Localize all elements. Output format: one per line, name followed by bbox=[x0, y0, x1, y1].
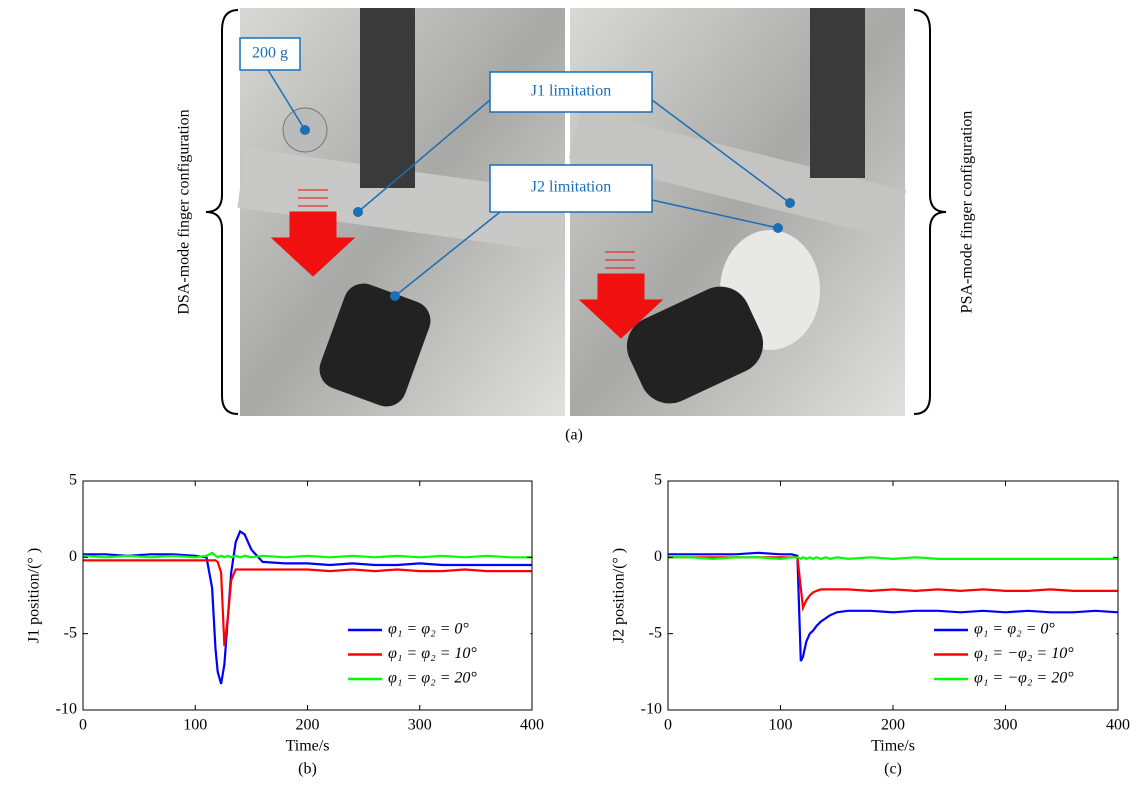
actuator bbox=[810, 8, 865, 178]
legend-label: φ₁ = φ₂ = 0° bbox=[974, 621, 1055, 638]
x-tick-label: 100 bbox=[183, 717, 207, 734]
legend-label: φ₁ = φ₂ = 0° bbox=[388, 621, 469, 638]
x-axis-label: Time/s bbox=[286, 738, 330, 755]
y-tick-label: 0 bbox=[69, 548, 77, 565]
y-axis-label: J2 position/(° ) bbox=[611, 548, 628, 643]
x-tick-label: 300 bbox=[994, 717, 1018, 734]
plate bbox=[569, 109, 907, 240]
actuator bbox=[360, 8, 415, 188]
callout-dot bbox=[390, 291, 400, 301]
callout-line bbox=[267, 69, 306, 131]
x-tick-label: 200 bbox=[296, 717, 320, 734]
data-line bbox=[668, 556, 1118, 612]
brace bbox=[205, 9, 239, 415]
y-tick-label: 5 bbox=[69, 472, 77, 489]
callout-line bbox=[651, 199, 779, 229]
caption: (c) bbox=[884, 761, 902, 778]
callout-label: J2 limitation bbox=[531, 179, 611, 196]
finger bbox=[319, 283, 431, 407]
callout-dot bbox=[353, 207, 363, 217]
side-label: DSA-mode finger configuration bbox=[176, 109, 193, 314]
callout-dot bbox=[300, 125, 310, 135]
legend-label: φ₁ = φ₂ = 10° bbox=[388, 645, 477, 662]
x-tick-label: 0 bbox=[79, 717, 87, 734]
caption: (b) bbox=[298, 761, 317, 778]
legend-label: φ₁ = −φ₂ = 10° bbox=[974, 645, 1074, 662]
callout-box bbox=[489, 71, 653, 113]
legend-label: φ₁ = −φ₂ = 20° bbox=[974, 670, 1074, 687]
y-tick-label: -10 bbox=[641, 701, 662, 718]
legend-label: φ₁ = φ₂ = 20° bbox=[388, 670, 477, 687]
callout-line bbox=[651, 99, 791, 204]
callout-label: 200 g bbox=[252, 45, 288, 62]
callout-line bbox=[394, 211, 501, 297]
callout-label: J1 limitation bbox=[531, 83, 611, 100]
callout-dot bbox=[773, 223, 783, 233]
arrow bbox=[270, 189, 356, 277]
finger bbox=[626, 286, 764, 404]
callout-line bbox=[357, 99, 491, 213]
data-line bbox=[83, 559, 532, 647]
arrow bbox=[578, 251, 664, 339]
y-tick-label: -5 bbox=[649, 624, 662, 641]
data-line bbox=[82, 551, 532, 559]
plate bbox=[237, 148, 568, 253]
y-axis-label: J1 position/(° ) bbox=[26, 548, 43, 643]
y-tick-label: 0 bbox=[654, 548, 662, 565]
callout-box bbox=[489, 164, 653, 213]
x-tick-label: 300 bbox=[408, 717, 432, 734]
x-tick-label: 200 bbox=[881, 717, 905, 734]
y-tick-label: -10 bbox=[56, 701, 77, 718]
photo-panel: 200 g J1 limitation J2 limitation DSA-mo… bbox=[176, 8, 976, 444]
brace bbox=[913, 9, 947, 415]
y-tick-label: 5 bbox=[654, 472, 662, 489]
y-tick-label: -5 bbox=[64, 624, 77, 641]
side-label: PSA-mode finger configuration bbox=[959, 111, 976, 314]
x-tick-label: 400 bbox=[1106, 717, 1130, 734]
x-axis-label: Time/s bbox=[871, 738, 915, 755]
callout-box bbox=[239, 37, 301, 71]
data-line bbox=[668, 556, 1118, 561]
x-tick-label: 400 bbox=[520, 717, 544, 734]
data-line bbox=[668, 551, 1119, 662]
x-tick-label: 0 bbox=[664, 717, 672, 734]
data-line bbox=[83, 529, 532, 685]
caption: (a) bbox=[565, 427, 583, 444]
callout-dot bbox=[785, 198, 795, 208]
x-tick-label: 100 bbox=[769, 717, 793, 734]
